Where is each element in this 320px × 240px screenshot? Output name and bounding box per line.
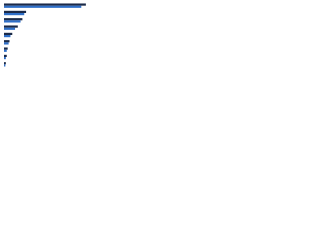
bar <box>4 35 11 38</box>
bar <box>4 5 82 8</box>
bar <box>4 10 27 13</box>
bar <box>4 3 86 6</box>
bar <box>4 42 9 45</box>
bar <box>4 20 21 23</box>
bar <box>4 32 13 35</box>
bar <box>4 47 8 50</box>
bar <box>4 13 25 16</box>
bar <box>4 18 23 21</box>
bar <box>4 62 6 65</box>
bar <box>4 64 6 67</box>
chart <box>4 3 86 67</box>
bar <box>4 40 10 43</box>
bar <box>4 25 18 28</box>
bar <box>4 57 6 60</box>
bar <box>4 54 7 57</box>
bar <box>4 27 16 30</box>
bar <box>4 49 7 52</box>
